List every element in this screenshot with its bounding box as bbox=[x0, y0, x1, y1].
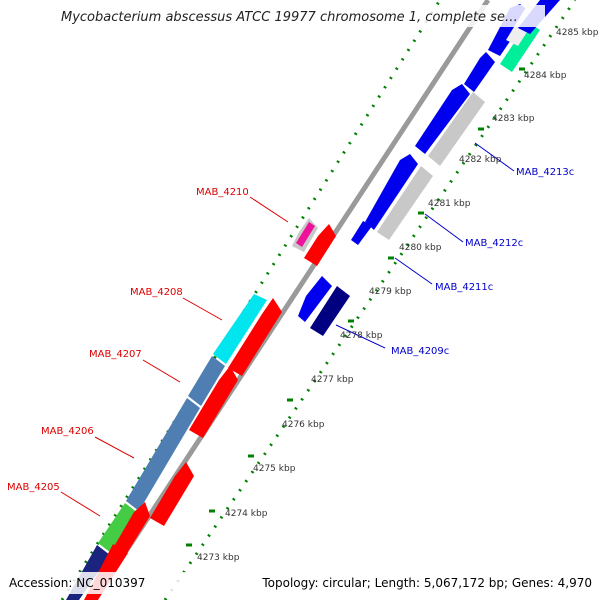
tick-label: 4278 kbp bbox=[340, 331, 383, 341]
tick-label: 4274 kbp bbox=[225, 509, 268, 519]
tick-labels: 4273 kbp 4274 kbp 4275 kbp 4276 kbp 4277… bbox=[197, 28, 599, 563]
gene-label-reverse[interactable]: MAB_4211c bbox=[435, 282, 493, 293]
gene-arrow-navy bbox=[310, 286, 350, 336]
tick-label: 4285 kbp bbox=[556, 28, 599, 38]
gene-label-forward[interactable]: MAB_4210 bbox=[196, 187, 249, 198]
map-title: Mycobacterium abscessus ATCC 19977 chrom… bbox=[61, 10, 518, 25]
gene-arrow-blue-small bbox=[351, 221, 372, 245]
gene-arrow-blue-top bbox=[464, 52, 495, 92]
chromosome-backbone bbox=[91, 0, 491, 600]
gene-arrow-red-4208 bbox=[228, 298, 282, 376]
gene-arrow-red-4207 bbox=[189, 366, 238, 438]
gene-labels: MAB_4205 MAB_4206 MAB_4207 MAB_4208 MAB_… bbox=[7, 167, 574, 493]
tick-marks bbox=[186, 67, 525, 547]
topology-text: Topology: circular; Length: 5,067,172 bp… bbox=[261, 576, 592, 590]
gene-arrow-red-4206 bbox=[150, 462, 194, 526]
tick-label: 4276 kbp bbox=[282, 420, 325, 430]
tick-label: 4279 kbp bbox=[369, 287, 412, 297]
gene-feature-cyan bbox=[213, 294, 267, 364]
forward-features bbox=[66, 218, 318, 600]
tick-label: 4273 kbp bbox=[197, 553, 240, 563]
tick-label: 4284 kbp bbox=[524, 71, 567, 81]
gene-feature-magenta bbox=[296, 222, 315, 247]
gene-feature-springgreen bbox=[500, 22, 540, 72]
gene-label-reverse[interactable]: MAB_4213c bbox=[516, 167, 574, 178]
gene-label-forward[interactable]: MAB_4207 bbox=[89, 349, 142, 360]
gene-label-forward[interactable]: MAB_4206 bbox=[41, 426, 94, 437]
gene-feature-green bbox=[98, 503, 138, 553]
gene-label-reverse[interactable]: MAB_4209c bbox=[391, 346, 449, 357]
gene-arrow-blue-4213c bbox=[415, 84, 470, 154]
gene-label-forward[interactable]: MAB_4205 bbox=[7, 482, 60, 493]
gene-feature-steelblue bbox=[126, 398, 200, 511]
gene-feature-grey-4212c bbox=[377, 166, 433, 240]
footer-backing bbox=[0, 572, 600, 594]
tick-label: 4277 kbp bbox=[311, 375, 354, 385]
tick-label: 4281 kbp bbox=[428, 199, 471, 209]
tick-label: 4275 kbp bbox=[253, 464, 296, 474]
gene-arrow-red-4210 bbox=[304, 224, 336, 266]
inner-dotted-track bbox=[163, 0, 577, 600]
gene-label-reverse[interactable]: MAB_4212c bbox=[465, 238, 523, 249]
gene-arrow-blue-4209c bbox=[298, 276, 332, 322]
forward-red-genes bbox=[84, 224, 336, 600]
title-backing bbox=[55, 5, 545, 27]
gene-label-forward[interactable]: MAB_4208 bbox=[130, 287, 183, 298]
accession-text: Accession: NC_010397 bbox=[9, 576, 145, 590]
gene-arrow-blue-4211c bbox=[365, 154, 418, 230]
tick-label: 4280 kbp bbox=[399, 243, 442, 253]
tick-label: 4282 kbp bbox=[459, 155, 502, 165]
tick-label: 4283 kbp bbox=[492, 114, 535, 124]
gene-feature-grey-4213c bbox=[428, 92, 485, 166]
gene-feature-steelblue-2 bbox=[188, 356, 225, 406]
forward-leader-lines bbox=[60, 196, 289, 517]
reverse-leader-lines bbox=[335, 142, 515, 349]
gene-arrow-red-4205b bbox=[112, 502, 150, 558]
